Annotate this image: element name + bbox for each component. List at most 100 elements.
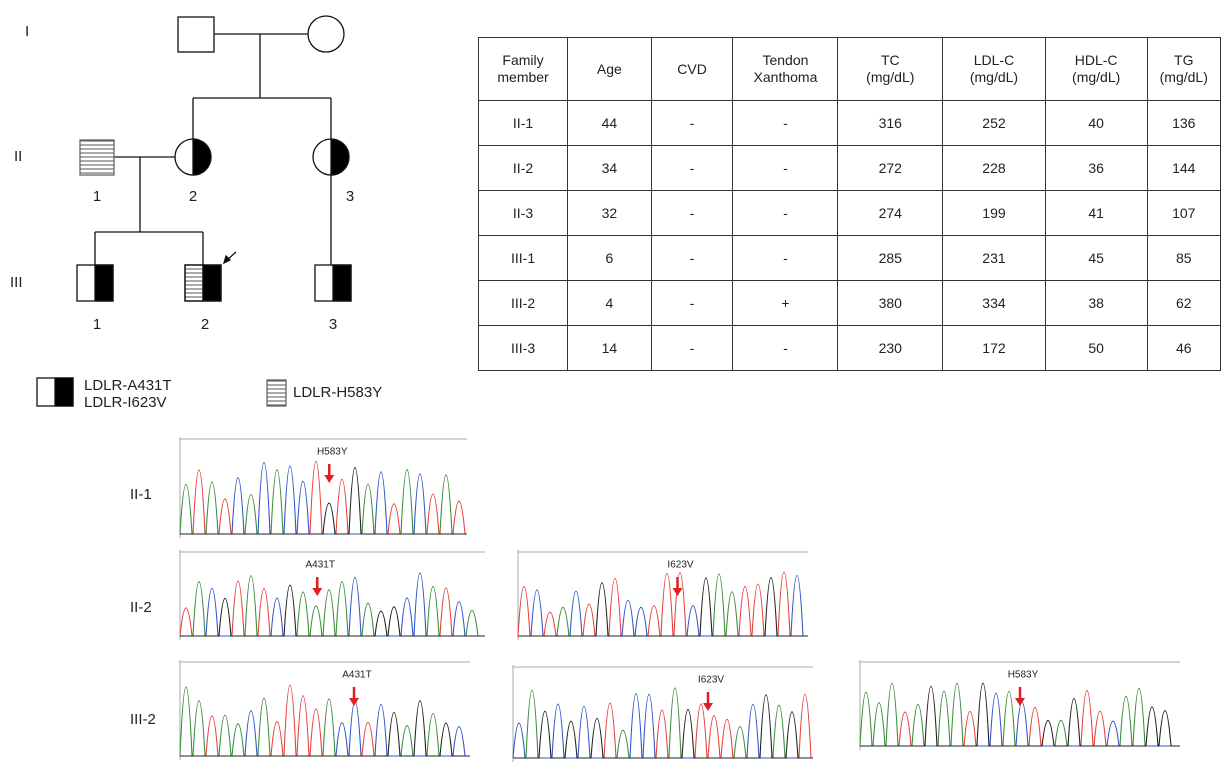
sample-label: II-1 — [130, 486, 152, 503]
legend-label: LDLR-I623V — [84, 394, 167, 411]
legend-label: LDLR-A431T — [84, 377, 172, 394]
sample-label: II-2 — [130, 599, 152, 616]
table-cell: - — [733, 326, 838, 371]
table-cell: - — [651, 146, 733, 191]
arrow-head — [703, 703, 713, 711]
table-cell: 46 — [1147, 326, 1220, 371]
table-cell: - — [651, 326, 733, 371]
pedigree-lines — [37, 16, 351, 406]
sample-label: III-2 — [130, 711, 156, 728]
table-cell: 41 — [1045, 191, 1147, 236]
table-cell: II-3 — [479, 191, 568, 236]
header-text: TC (mg/dL) — [866, 52, 914, 86]
table-cell: 144 — [1147, 146, 1220, 191]
table-cell: 85 — [1147, 236, 1220, 281]
mutation-label: A431T — [306, 560, 335, 571]
table-cell: 316 — [838, 101, 943, 146]
table-cell: 6 — [568, 236, 652, 281]
table-cell: 50 — [1045, 326, 1147, 371]
arrow-head — [349, 698, 359, 706]
generation: III — [10, 274, 23, 291]
table-cell: - — [733, 101, 838, 146]
header-cell: Age — [568, 38, 652, 101]
table-cell: - — [733, 191, 838, 236]
table-cell: III-2 — [479, 281, 568, 326]
generation: II — [14, 148, 22, 165]
table-cell: 334 — [943, 281, 1046, 326]
header-text: TG (mg/dL) — [1160, 52, 1208, 86]
arrow-head — [673, 588, 683, 596]
table-cell: 285 — [838, 236, 943, 281]
arrow-head — [312, 588, 322, 596]
mutation-label: A431T — [342, 670, 371, 681]
individual-number: 3 — [329, 316, 337, 333]
trace — [180, 585, 485, 636]
table-cell: 274 — [838, 191, 943, 236]
table-cell: 62 — [1147, 281, 1220, 326]
trace — [180, 576, 485, 636]
table-cell: II-1 — [479, 101, 568, 146]
table-cell: 272 — [838, 146, 943, 191]
table-cell: 172 — [943, 326, 1046, 371]
individual-number: 3 — [346, 188, 354, 205]
table-cell: - — [651, 236, 733, 281]
table-cell: 252 — [943, 101, 1046, 146]
header-cell: CVD — [651, 38, 733, 101]
generation: I — [25, 23, 29, 40]
table-cell: 36 — [1045, 146, 1147, 191]
mutation-label: I623V — [698, 675, 724, 686]
mutation-label: H583Y — [1008, 670, 1039, 681]
table-cell: - — [733, 146, 838, 191]
table-cell: 40 — [1045, 101, 1147, 146]
clinical-table: Family member Age CVD Tendon Xanthoma TC (mg… — [478, 37, 1221, 371]
table-cell: II-2 — [479, 146, 568, 191]
mutation-label: I623V — [667, 560, 693, 571]
individual-number: 1 — [93, 188, 101, 205]
header-cell: Tendon Xanthoma — [733, 38, 838, 101]
header-text: Age — [597, 61, 622, 78]
table-cell: - — [651, 191, 733, 236]
legend-label: LDLR-H583Y — [293, 384, 382, 401]
individual-number: 2 — [189, 188, 197, 205]
table-cell: - — [733, 236, 838, 281]
header-cell: TG (mg/dL) — [1147, 38, 1220, 101]
chromatograms: II-1 H583Y II-2 A431T I623V III-2 A431T I623V H5… — [130, 437, 1180, 762]
table-cell: 136 — [1147, 101, 1220, 146]
mutation-label: H583Y — [317, 447, 348, 458]
table-cell: 199 — [943, 191, 1046, 236]
table-row: III-314--2301725046 — [479, 326, 1221, 371]
table-cell: 38 — [1045, 281, 1147, 326]
individual-number: 1 — [93, 316, 101, 333]
table-cell: 14 — [568, 326, 652, 371]
header-text: HDL-C (mg/dL) — [1072, 52, 1120, 86]
trace — [513, 688, 813, 758]
table-cell: - — [651, 101, 733, 146]
table-cell: 45 — [1045, 236, 1147, 281]
header-text: Family member — [497, 52, 548, 86]
table-row: II-144--31625240136 — [479, 101, 1221, 146]
table-cell: 228 — [943, 146, 1046, 191]
table-cell: III-1 — [479, 236, 568, 281]
trace — [518, 572, 808, 636]
arrow-head — [324, 475, 334, 483]
header-text: LDL-C (mg/dL) — [970, 52, 1018, 86]
trace — [180, 462, 467, 534]
table-cell: 32 — [568, 191, 652, 236]
table-cell: 231 — [943, 236, 1046, 281]
header-cell: Family member — [479, 38, 568, 101]
header-text: Tendon Xanthoma — [754, 52, 818, 86]
trace — [180, 687, 470, 756]
table-cell: 34 — [568, 146, 652, 191]
table-cell: III-3 — [479, 326, 568, 371]
table-cell: 380 — [838, 281, 943, 326]
table-cell: + — [733, 281, 838, 326]
table-cell: - — [651, 281, 733, 326]
table-cell: 4 — [568, 281, 652, 326]
table-cell: 230 — [838, 326, 943, 371]
table-row: III-16--2852314585 — [479, 236, 1221, 281]
individual-number: 2 — [201, 316, 209, 333]
header-cell: TC (mg/dL) — [838, 38, 943, 101]
